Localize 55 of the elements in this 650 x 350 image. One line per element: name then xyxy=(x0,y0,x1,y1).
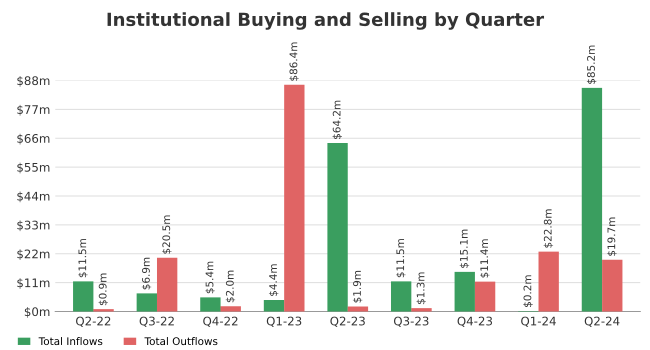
bar xyxy=(538,252,559,312)
x-tick-label: Q4-23 xyxy=(458,316,492,327)
bar xyxy=(220,306,241,312)
bar xyxy=(411,308,432,312)
data-label: $11.5m xyxy=(78,239,88,278)
y-tick-label: $44m xyxy=(17,192,50,202)
x-tick-label: Q2-24 xyxy=(584,316,620,327)
y-tick-label: $33m xyxy=(17,220,50,232)
data-label: $1.3m xyxy=(416,272,426,304)
x-tick-label: Q3-23 xyxy=(394,316,428,327)
legend-label: Total Inflows xyxy=(38,337,102,346)
x-tick-label: Q4-22 xyxy=(203,316,238,327)
y-tick-label: $88m xyxy=(17,76,50,87)
bar xyxy=(200,297,221,312)
y-tick-label: $11m xyxy=(17,278,50,289)
y-tick-label: $77m xyxy=(17,104,50,116)
bar xyxy=(156,258,178,312)
data-label: $19.7m xyxy=(607,218,617,256)
data-label: $20.5m xyxy=(162,215,172,254)
x-tick-label: Q3-22 xyxy=(140,316,174,327)
data-label: $4.4m xyxy=(268,264,278,296)
bar xyxy=(327,142,348,312)
bar xyxy=(284,84,305,312)
data-label: $0.9m xyxy=(98,274,108,306)
bar xyxy=(602,260,622,312)
chart-title: Institutional Buying and Selling by Quarter xyxy=(108,12,544,30)
data-label: $11.5m xyxy=(396,239,406,278)
x-tick-label: Q1-24 xyxy=(521,316,556,327)
data-label: $0.2m xyxy=(523,275,533,307)
bar xyxy=(264,300,284,312)
y-tick-label: $22m xyxy=(17,249,50,260)
data-label: $64.2m xyxy=(332,100,342,139)
x-tick-label: Q1-23 xyxy=(266,316,302,327)
bar xyxy=(454,272,475,312)
bar xyxy=(348,306,368,312)
data-label: $22.8m xyxy=(544,209,554,248)
data-label: $2.0m xyxy=(226,270,236,302)
data-label: $85.2m xyxy=(586,46,596,84)
bar xyxy=(474,282,496,312)
data-label: $6.9m xyxy=(142,258,152,290)
bar xyxy=(73,281,94,312)
y-tick-label: $66m xyxy=(17,134,50,144)
y-tick-label: $0m xyxy=(24,307,50,318)
data-label: $11.4m xyxy=(480,239,490,278)
x-tick-label: Q2-22 xyxy=(76,316,110,327)
data-label: $5.4m xyxy=(205,262,215,294)
y-tick-label: $55m xyxy=(17,162,50,174)
legend-label: Total Outflows xyxy=(144,337,218,346)
bar xyxy=(582,88,602,312)
data-label: $86.4m xyxy=(289,42,299,81)
data-label: $1.9m xyxy=(352,270,362,302)
x-tick-label: Q2-23 xyxy=(330,316,365,327)
bar xyxy=(136,293,157,312)
data-label: $15.1m xyxy=(460,230,470,268)
bar xyxy=(390,281,412,312)
